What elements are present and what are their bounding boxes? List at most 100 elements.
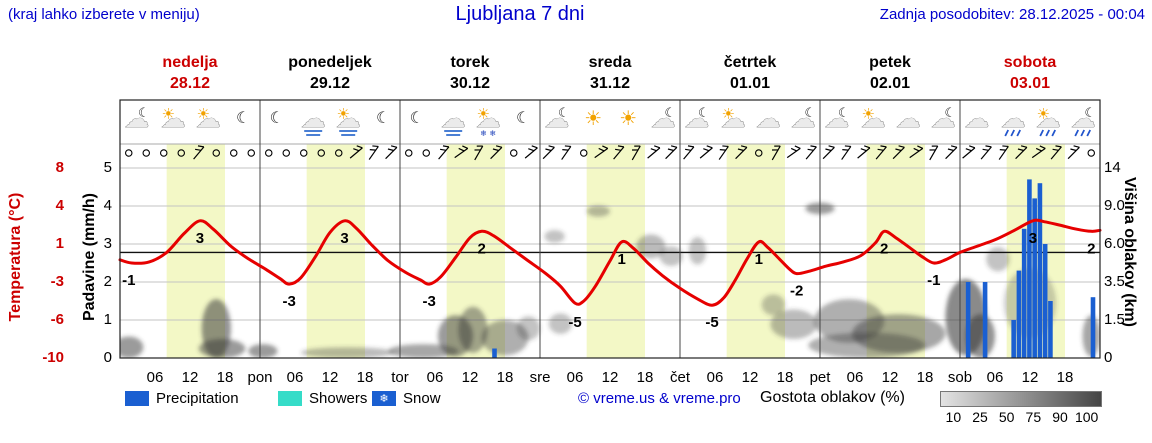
cloud-blob	[248, 344, 278, 358]
day-header-četrtek: četrtek 01.01	[680, 52, 820, 94]
raindrop-icon	[1051, 129, 1057, 137]
wind-barb-tick	[917, 145, 924, 149]
precipitation-bar	[1011, 320, 1016, 358]
precipitation-tick: 5	[103, 159, 112, 176]
day-header-sreda: sreda 31.12	[540, 52, 680, 94]
moon-icon: ☾	[558, 106, 570, 121]
precipitation-bar	[1048, 301, 1053, 358]
precipitation-tick: 0	[103, 349, 112, 366]
snowflake-icon: ❄ ❄	[480, 129, 496, 138]
x-axis-day-label: sre	[529, 369, 551, 386]
cloud-icon: ☁	[896, 104, 921, 133]
wind-barb-tick	[356, 145, 363, 149]
cloud-density-scale	[940, 391, 1102, 407]
wind-barb-icon	[385, 146, 398, 160]
wind-barb-tick	[598, 147, 605, 152]
precipitation-tick: 4	[103, 197, 112, 214]
wind-barb-icon	[524, 147, 538, 159]
wind-barb-icon	[1067, 146, 1080, 160]
wind-barb-icon	[349, 147, 363, 159]
wind-barb-icon	[474, 145, 484, 161]
cloud-height-tick: 3.5	[1104, 273, 1125, 290]
wind-barb-tick	[1055, 145, 1062, 148]
calm-wind-icon	[1087, 149, 1096, 157]
wind-barb-icon	[998, 146, 1009, 160]
day-name: sreda	[588, 54, 632, 71]
calm-wind-icon	[247, 149, 256, 157]
wind-barb-icon	[368, 146, 379, 160]
copyright-link[interactable]: © vreme.us & vreme.pro	[578, 390, 741, 407]
wind-barb-tick	[790, 147, 797, 152]
wind-barb-icon	[683, 146, 695, 160]
cloud-icon: ☁	[824, 104, 849, 133]
sun-icon: ☀	[721, 105, 734, 123]
cloud-blob	[688, 237, 707, 265]
cloud-icon: ☁	[336, 104, 361, 133]
x-axis-hour-label: 06	[986, 369, 1004, 386]
wind-barb-tick	[969, 145, 976, 149]
cloud-icon: ☁	[301, 104, 326, 133]
x-axis-hour-label: 18	[496, 369, 514, 386]
temperature-curve	[118, 218, 1102, 307]
day-header-torek: torek 30.12	[400, 52, 540, 94]
wind-barb-tick	[687, 145, 694, 148]
calm-wind-icon	[579, 149, 588, 157]
wind-barb-tick	[614, 148, 622, 151]
temperature-tick: 8	[55, 159, 64, 176]
temperature-value-label: -5	[705, 314, 718, 331]
x-axis-hour-label: 12	[461, 369, 479, 386]
wind-barb-tick	[528, 148, 535, 152]
day-name: torek	[450, 54, 490, 71]
calm-wind-icon	[212, 149, 221, 157]
cloud-density-scale-value: 10	[945, 409, 962, 425]
calm-wind-icon	[142, 149, 151, 157]
raindrop-icon	[1010, 129, 1016, 137]
wind-barb-icon	[454, 147, 469, 159]
wind-barb-icon	[735, 146, 748, 160]
showers-legend-label: Showers	[309, 390, 368, 407]
wind-barb-tick	[387, 148, 394, 152]
cloud-blob	[481, 320, 529, 356]
calm-wind-icon	[230, 149, 238, 157]
x-axis-hour-label: 18	[216, 369, 234, 386]
temperature-value-label: 1	[755, 251, 763, 268]
x-axis-hour-label: 06	[706, 369, 724, 386]
day-name: nedelja	[162, 54, 218, 71]
moon-icon: ☾	[138, 106, 150, 121]
day-header-nedelja: nedelja 28.12	[120, 52, 260, 94]
cloud-icon: ☁	[791, 104, 816, 133]
cloud-density-label: Gostota oblakov (%)	[760, 389, 905, 406]
wind-barb-icon	[561, 146, 572, 160]
temperature-tick: -3	[50, 273, 64, 290]
wind-barb-tick	[1070, 148, 1077, 152]
day-date: 03.01	[1009, 75, 1051, 92]
precipitation-bar	[492, 348, 497, 358]
wind-barb-tick	[985, 145, 992, 148]
wind-barb-tick	[1039, 145, 1046, 149]
temperature-value-label: -2	[790, 283, 803, 300]
sun-icon: ☀	[584, 106, 602, 130]
cloud-icon: ☁	[161, 104, 186, 133]
precipitation-bar	[1016, 270, 1022, 358]
wind-barb-tick	[706, 145, 713, 149]
wind-barb-tick	[864, 145, 871, 149]
wind-barb-tick	[1017, 148, 1024, 152]
sun-icon: ☀	[196, 105, 209, 123]
calm-wind-icon	[334, 149, 343, 157]
precipitation-legend-label: Precipitation	[156, 390, 239, 407]
sun-icon: ☀	[861, 105, 874, 123]
wind-barb-icon	[892, 146, 905, 160]
day-header-ponedeljek: ponedeljek 29.12	[260, 52, 400, 94]
cloud-icon: ☁	[1001, 104, 1026, 133]
wind-barb-tick	[1020, 145, 1028, 148]
sun-icon: ☀	[161, 105, 174, 123]
wind-barb-icon	[193, 146, 205, 160]
cloud-blob	[388, 344, 459, 358]
wind-barb-tick	[650, 148, 657, 152]
raindrop-icon	[1086, 129, 1092, 137]
cloud-icon: ☁	[1071, 104, 1096, 133]
cloud-density-scale-value: 25	[972, 409, 988, 425]
x-axis-day-label: pon	[247, 369, 273, 386]
temperature-tick: 1	[55, 235, 64, 252]
